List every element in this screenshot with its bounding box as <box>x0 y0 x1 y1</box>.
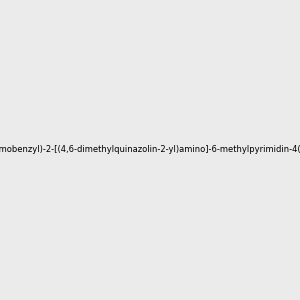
Text: 5-(4-bromobenzyl)-2-[(4,6-dimethylquinazolin-2-yl)amino]-6-methylpyrimidin-4(3H): 5-(4-bromobenzyl)-2-[(4,6-dimethylquinaz… <box>0 146 300 154</box>
